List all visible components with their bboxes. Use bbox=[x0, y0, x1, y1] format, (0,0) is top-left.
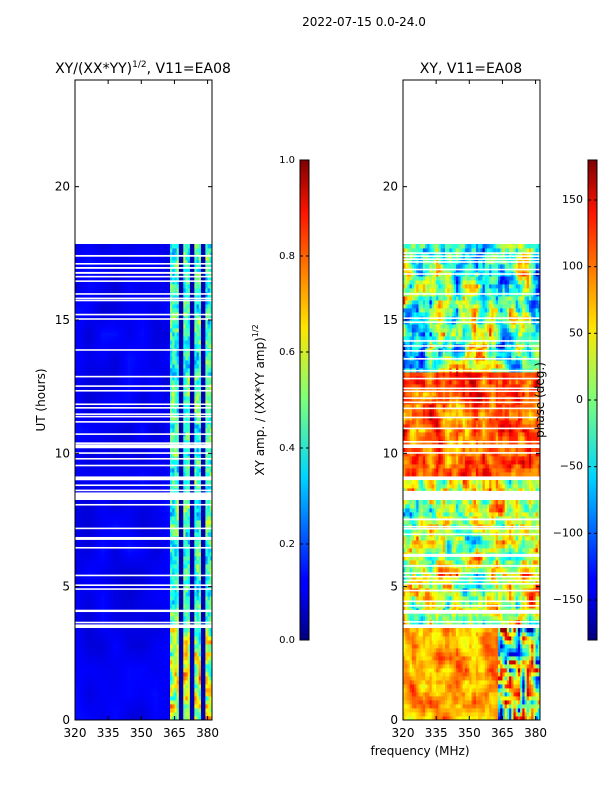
y-tick-label: 0 bbox=[390, 713, 398, 727]
colorbar-tick-label: 0.6 bbox=[279, 347, 295, 358]
y-tick-label: 15 bbox=[55, 313, 70, 327]
amplitude-axes-frame bbox=[74, 79, 213, 721]
x-tick-label: 350 bbox=[458, 726, 481, 740]
phase-axes-ticks: 320 335 350 365 380 0 5 10 15 20 bbox=[383, 80, 547, 740]
phase-heatmap bbox=[403, 244, 540, 720]
amplitude-colorbar-label: XY amp. / (XX*YY amp)1/2 bbox=[251, 324, 267, 475]
colorbar-tick-label: 100 bbox=[562, 260, 583, 273]
phase-panel-title: XY, V11=EA08 bbox=[420, 61, 522, 77]
colorbar-tick-label: 50 bbox=[569, 326, 583, 339]
x-tick-label: 380 bbox=[196, 726, 219, 740]
colorbar-tick-label: 0.4 bbox=[279, 443, 295, 454]
amplitude-heatmap bbox=[75, 244, 212, 720]
amplitude-axes-ticks: 320 335 350 365 380 0 5 10 15 20 bbox=[55, 80, 219, 740]
colorbar-tick-label: 0 bbox=[576, 393, 583, 406]
y-tick-label: 5 bbox=[62, 580, 70, 594]
colorbar-tick-label: 1.0 bbox=[279, 155, 295, 166]
amplitude-panel: XY/(XX*YY)1/2, V11=EA08 320 335 350 365 380 0… bbox=[34, 60, 231, 740]
x-tick-label: 335 bbox=[425, 726, 448, 740]
y-tick-label: 20 bbox=[55, 180, 70, 194]
amplitude-colorbar-gradient bbox=[299, 159, 310, 641]
phase-axes-frame bbox=[402, 79, 541, 721]
phase-colorbar-label: phase (deg.) bbox=[533, 362, 547, 438]
y-tick-label: 5 bbox=[390, 580, 398, 594]
x-tick-label: 350 bbox=[130, 726, 153, 740]
phase-colorbar-ticks: 150 100 50 0 −50 −100 −150 bbox=[553, 193, 597, 606]
amplitude-panel-title: XY/(XX*YY)1/2, V11=EA08 bbox=[55, 60, 231, 77]
amplitude-colorbar: 0.0 0.2 0.4 0.6 0.8 1.0 XY amp. / (XX*YY amp)… bbox=[251, 155, 310, 646]
x-tick-label: 335 bbox=[97, 726, 120, 740]
amplitude-y-axis-label: UT (hours) bbox=[34, 368, 48, 431]
figure-title: 2022-07-15 0.0-24.0 bbox=[302, 15, 426, 29]
y-tick-label: 10 bbox=[383, 446, 398, 460]
x-tick-label: 380 bbox=[524, 726, 547, 740]
y-tick-label: 15 bbox=[383, 313, 398, 327]
colorbar-tick-label: 0.8 bbox=[279, 251, 295, 262]
phase-panel: XY, V11=EA08 320 335 350 365 380 0 5 10 15 20 bbox=[383, 61, 547, 740]
y-tick-label: 0 bbox=[62, 713, 70, 727]
colorbar-tick-label: −100 bbox=[553, 526, 583, 539]
phase-colorbar: 150 100 50 0 −50 −100 −150 phase (deg.) bbox=[533, 159, 598, 641]
x-tick-label: 320 bbox=[392, 726, 415, 740]
x-tick-label: 365 bbox=[163, 726, 186, 740]
y-tick-label: 10 bbox=[55, 446, 70, 460]
frequency-axis-label: frequency (MHz) bbox=[370, 744, 469, 758]
colorbar-tick-label: −50 bbox=[560, 460, 583, 473]
colorbar-tick-label: 0.2 bbox=[279, 539, 295, 550]
x-tick-label: 320 bbox=[64, 726, 87, 740]
amplitude-colorbar-ticks: 0.0 0.2 0.4 0.6 0.8 1.0 bbox=[279, 155, 309, 646]
colorbar-tick-label: −150 bbox=[553, 593, 583, 606]
colorbar-tick-label: 150 bbox=[562, 193, 583, 206]
y-tick-label: 20 bbox=[383, 180, 398, 194]
x-tick-label: 365 bbox=[491, 726, 514, 740]
colorbar-tick-label: 0.0 bbox=[279, 635, 295, 646]
